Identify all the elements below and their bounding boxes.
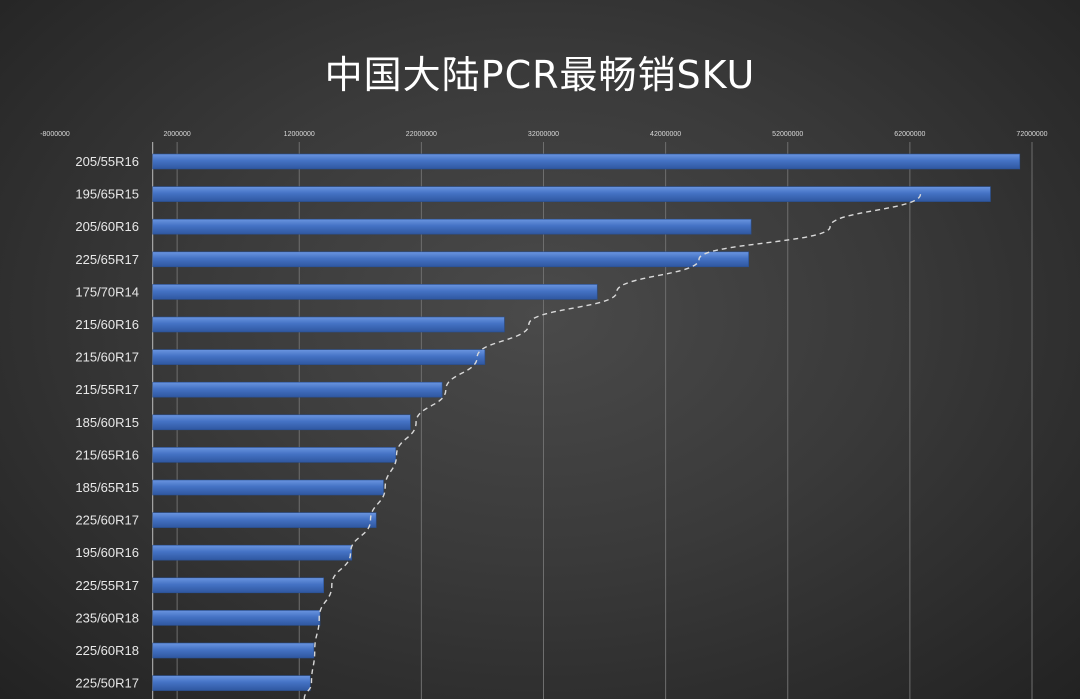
bar — [152, 251, 749, 268]
x-tick-label: 72000000 — [1016, 131, 1047, 138]
x-tick-label: 22000000 — [406, 131, 437, 138]
x-tick-label: 42000000 — [650, 131, 681, 138]
category-label: 225/55R17 — [75, 578, 139, 593]
category-label: 175/70R14 — [75, 284, 139, 299]
x-tick-label: -8000000 — [40, 131, 70, 138]
bar — [152, 577, 324, 594]
x-tick-label: 52000000 — [772, 131, 803, 138]
bar — [152, 479, 384, 496]
category-label: 225/65R17 — [75, 252, 139, 267]
category-label: 195/60R16 — [75, 545, 139, 560]
category-label: 195/65R15 — [75, 187, 139, 202]
x-tick-label: 32000000 — [528, 131, 559, 138]
bars — [152, 153, 1021, 691]
trendline-path — [303, 193, 922, 699]
bar — [152, 186, 991, 202]
bar — [152, 218, 752, 235]
category-label: 215/60R17 — [75, 350, 139, 365]
category-label: 225/50R17 — [75, 676, 139, 691]
bar — [152, 675, 311, 691]
bar — [152, 544, 353, 561]
trendline — [303, 193, 922, 699]
bar — [152, 381, 443, 398]
category-label: 225/60R17 — [75, 513, 139, 528]
x-tick-label: 62000000 — [894, 131, 925, 138]
x-tick-label: 12000000 — [284, 131, 315, 138]
category-label: 215/60R16 — [75, 317, 139, 332]
bar — [152, 414, 411, 431]
bar — [152, 610, 321, 626]
bar — [152, 153, 1021, 170]
chart-title: 中国大陆PCR最畅销SKU — [324, 53, 756, 97]
category-label: 235/60R18 — [75, 610, 139, 625]
category-label: 225/60R18 — [75, 643, 139, 658]
bar — [152, 447, 397, 463]
category-label: 215/65R16 — [75, 447, 139, 462]
category-label: 185/65R15 — [75, 480, 139, 495]
category-label: 205/60R16 — [75, 219, 139, 234]
bar — [152, 642, 315, 659]
y-axis-labels: 205/55R16 195/65R15 205/60R16 225/65R17 175/… — [75, 154, 139, 691]
category-label: 205/55R16 — [75, 154, 139, 169]
bar — [152, 349, 486, 365]
category-label: 185/60R15 — [75, 415, 139, 430]
bar — [152, 284, 598, 300]
x-axis-ticks: -8000000 2000000 12000000 22000000 32000000 4… — [40, 131, 1047, 138]
bar — [152, 512, 377, 528]
bar — [152, 316, 505, 333]
category-label: 215/55R17 — [75, 382, 139, 397]
x-tick-label: 2000000 — [163, 131, 190, 138]
